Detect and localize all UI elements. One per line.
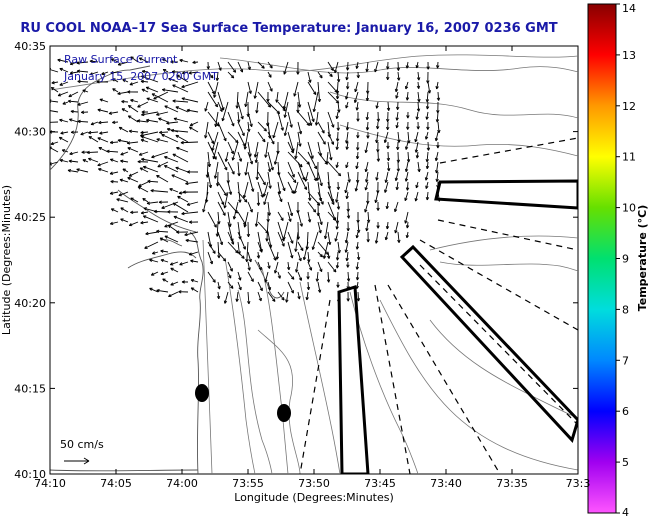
y-axis-ticks [50, 45, 578, 475]
map-layers [50, 54, 578, 474]
colorbar [587, 3, 617, 514]
x-tick-label: 73:45 [364, 477, 396, 490]
colorbar-tick-label: 6 [622, 405, 629, 418]
x-tick-label: 73:3 [566, 477, 591, 490]
x-tick-label: 73:50 [298, 477, 330, 490]
buoy-marker-east [277, 404, 291, 422]
y-tick-label: 40:15 [14, 382, 46, 395]
colorbar-tick-label: 9 [622, 253, 629, 266]
x-tick-label: 73:40 [430, 477, 462, 490]
coverage-box-east [399, 244, 578, 443]
x-tick-label: 73:55 [232, 477, 264, 490]
coverage-outlines [299, 137, 578, 474]
plot-area [49, 45, 579, 475]
colorbar-tick-label: 12 [622, 100, 636, 113]
legend-date: January 15, 2007 0200 GMT [63, 70, 218, 83]
colorbar-ticks: 14 13 12 11 10 9 8 7 6 5 4 [616, 2, 636, 519]
colorbar-tick-label: 8 [622, 303, 629, 316]
coverage-box-south [337, 285, 370, 474]
colorbar-tick-label: 4 [622, 506, 629, 519]
scale-arrow [64, 457, 90, 465]
y-tick-label: 40:35 [14, 40, 46, 53]
scale-label: 50 cm/s [60, 438, 104, 451]
y-tick-label: 40:30 [14, 126, 46, 139]
colorbar-tick-label: 14 [622, 2, 636, 15]
colorbar-tick-label: 7 [622, 354, 629, 367]
bathymetry-contours [50, 54, 578, 474]
buoy-marker-west [195, 384, 209, 402]
x-axis-label: Longitude (Degrees:Minutes) [234, 491, 394, 504]
y-tick-label: 40:25 [14, 211, 46, 224]
coverage-dashed-lines [299, 137, 578, 474]
x-axis-ticks [49, 46, 579, 474]
surface-current-vectors [50, 56, 441, 305]
y-tick-label: 40:10 [14, 468, 46, 481]
x-tick-label: 74:05 [100, 477, 132, 490]
colorbar-tick-label: 13 [622, 49, 636, 62]
coverage-box-north [434, 179, 578, 210]
colorbar-tick-label: 11 [622, 151, 636, 164]
x-tick-label: 74:00 [166, 477, 198, 490]
x-tick-label: 73:35 [496, 477, 528, 490]
colorbar-label: Temperature (°C) [636, 205, 649, 312]
colorbar-tick-label: 10 [622, 202, 636, 215]
y-tick-label: 40:20 [14, 297, 46, 310]
legend-title: Raw Surface Current [64, 53, 178, 66]
map-title: RU COOL NOAA–17 Sea Surface Temperature:… [20, 21, 558, 36]
y-axis-label: Latitude (Degrees:Minutes) [0, 185, 13, 335]
x-tick-label: 74:10 [34, 477, 66, 490]
colorbar-tick-label: 5 [622, 456, 629, 469]
